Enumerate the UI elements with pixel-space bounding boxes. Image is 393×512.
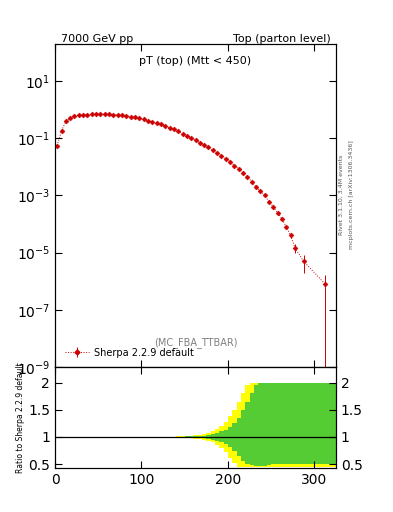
Text: pT (top) (Mtt < 450): pT (top) (Mtt < 450) [140, 56, 252, 67]
Y-axis label: Ratio to Sherpa 2.2.9 default: Ratio to Sherpa 2.2.9 default [17, 362, 26, 473]
Text: Top (parton level): Top (parton level) [233, 33, 331, 44]
Legend: Sherpa 2.2.9 default: Sherpa 2.2.9 default [60, 343, 198, 362]
Text: mcplots.cern.ch [arXiv:1306.3436]: mcplots.cern.ch [arXiv:1306.3436] [349, 140, 354, 249]
Text: Rivet 3.1.10, 3.4M events: Rivet 3.1.10, 3.4M events [339, 155, 344, 234]
Text: (MC_FBA_TTBAR): (MC_FBA_TTBAR) [154, 337, 237, 348]
Text: 7000 GeV pp: 7000 GeV pp [61, 33, 133, 44]
